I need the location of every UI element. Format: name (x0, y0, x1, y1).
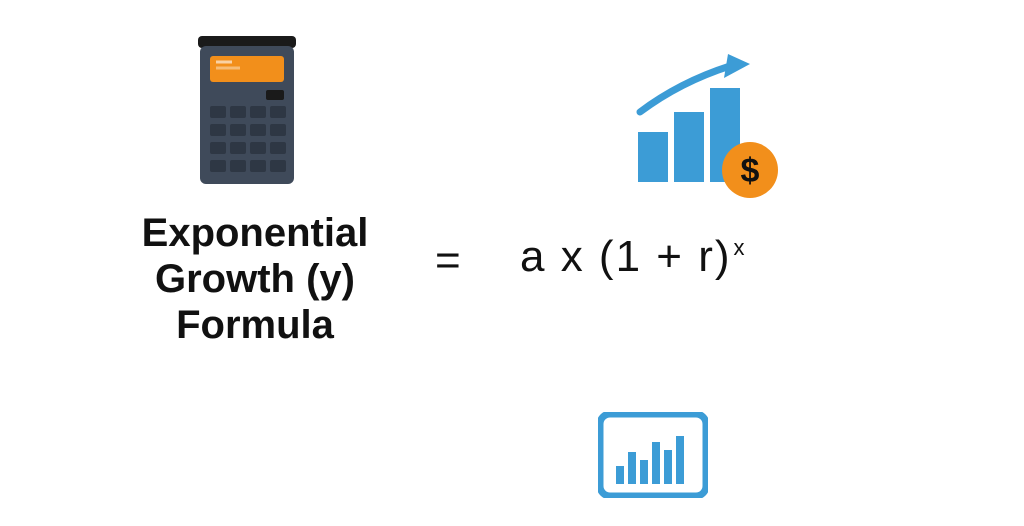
svg-text:$: $ (741, 152, 760, 190)
title-line-3: Formula (100, 302, 410, 348)
calculator-icon (192, 36, 302, 191)
equals-sign: = (435, 236, 461, 286)
formula-body: a x (1 + r) (520, 232, 732, 281)
formula-title: Exponential Growth (y) Formula (100, 210, 410, 348)
growth-chart-icon: $ (620, 52, 790, 207)
title-line-2: Growth (y) (100, 256, 410, 302)
title-line-1: Exponential (100, 210, 410, 256)
formula-expression: a x (1 + r)x (520, 232, 747, 282)
infographic-root: $ Exponential Growth (y) Formula = a x (… (0, 0, 1024, 526)
stats-panel-icon (598, 412, 708, 503)
formula-exponent: x (734, 235, 747, 260)
